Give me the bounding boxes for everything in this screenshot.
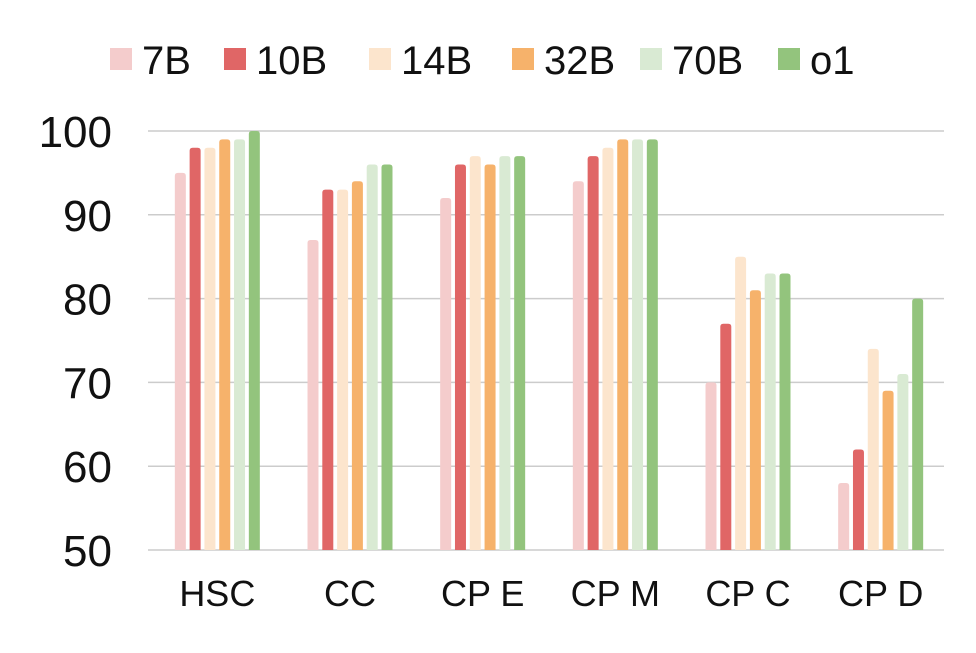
- x-axis: HSC CC CP E CP M CP C CP D: [179, 573, 923, 614]
- y-tick-label: 100: [39, 108, 112, 157]
- y-tick-label: 60: [63, 443, 112, 492]
- legend-label: 32B: [544, 39, 615, 83]
- legend: 7B 10B 14B 32B 70B o1: [110, 39, 855, 83]
- legend-label: 70B: [672, 39, 743, 83]
- legend-swatch: [369, 48, 391, 70]
- bar-14b-cp-m: [602, 147, 614, 550]
- bar-14b-cp-c: [735, 256, 747, 550]
- x-tick-label: CP C: [705, 573, 790, 614]
- bar-10b-cp-c: [720, 323, 732, 550]
- y-tick-label: 90: [63, 192, 112, 241]
- bar-10b-cp-m: [587, 156, 599, 550]
- bar-32b-cp-m: [617, 139, 629, 550]
- bar-14b-hsc: [204, 147, 216, 550]
- bar-7b-cp-c: [705, 382, 717, 550]
- y-axis: 50 60 70 80 90 100: [39, 108, 112, 576]
- x-tick-label: CP D: [838, 573, 923, 614]
- legend-label: o1: [810, 39, 855, 83]
- x-tick-label: CP E: [441, 573, 524, 614]
- legend-label: 7B: [142, 39, 191, 83]
- bar-32b-cp-d: [882, 390, 894, 550]
- bar-70b-hsc: [234, 139, 246, 550]
- bar-o1-cp-e: [514, 156, 526, 550]
- bar-70b-cp-e: [499, 156, 511, 550]
- bar-70b-cp-c: [764, 273, 776, 550]
- bar-o1-hsc: [248, 131, 260, 550]
- bar-32b-cp-c: [749, 290, 761, 550]
- bar-7b-cp-m: [572, 181, 584, 550]
- bar-o1-cp-d: [912, 298, 924, 550]
- legend-swatch: [110, 48, 132, 70]
- legend-swatch: [778, 48, 800, 70]
- legend-swatch: [512, 48, 534, 70]
- y-tick-label: 80: [63, 276, 112, 325]
- legend-swatch: [224, 48, 246, 70]
- bar-10b-cp-d: [852, 449, 864, 550]
- bar-14b-cp-d: [867, 348, 879, 550]
- bar-14b-cc: [337, 189, 349, 550]
- legend-label: 10B: [256, 39, 327, 83]
- x-tick-label: CP M: [571, 573, 660, 614]
- bar-70b-cp-m: [632, 139, 644, 550]
- bar-7b-cp-d: [838, 482, 850, 550]
- bar-70b-cp-d: [897, 374, 909, 550]
- bar-o1-cp-m: [646, 139, 658, 550]
- bar-10b-hsc: [189, 147, 201, 550]
- bars: [174, 131, 924, 551]
- bar-14b-cp-e: [469, 156, 481, 550]
- legend-label: 14B: [401, 39, 472, 83]
- bar-32b-cp-e: [484, 164, 496, 550]
- bar-7b-cc: [307, 239, 319, 550]
- bar-7b-cp-e: [440, 198, 452, 551]
- bar-o1-cp-c: [779, 273, 791, 550]
- bar-10b-cp-e: [454, 164, 466, 550]
- bar-o1-cc: [381, 164, 393, 550]
- x-tick-label: HSC: [179, 573, 255, 614]
- bar-7b-hsc: [174, 172, 186, 550]
- y-tick-label: 50: [63, 527, 112, 576]
- gridlines: [148, 130, 944, 551]
- legend-swatch: [640, 48, 662, 70]
- bar-10b-cc: [322, 189, 334, 550]
- bar-32b-cc: [351, 181, 363, 550]
- y-tick-label: 70: [63, 359, 112, 408]
- bar-70b-cc: [366, 164, 378, 550]
- bar-32b-hsc: [219, 139, 231, 550]
- x-tick-label: CC: [324, 573, 376, 614]
